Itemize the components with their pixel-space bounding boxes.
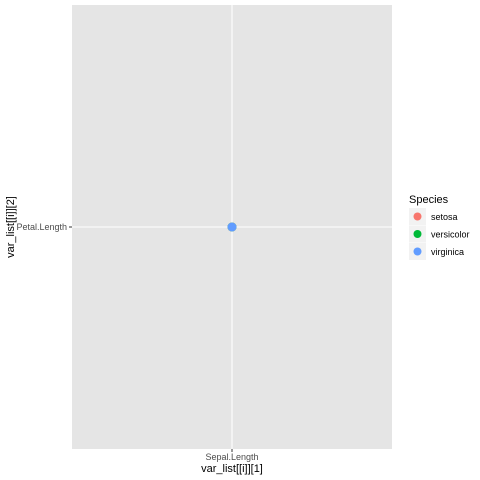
axis-ticks: Sepal.Length Petal.Length xyxy=(16,222,258,462)
y-axis-title: var_list[[i]][2] xyxy=(5,196,17,258)
x-tick-label: Sepal.Length xyxy=(205,452,258,462)
legend-title: Species xyxy=(409,194,449,206)
legend-key-virginica xyxy=(413,247,422,256)
legend-entries: setosa versicolor virginica xyxy=(409,208,470,260)
legend-label-virginica: virginica xyxy=(431,247,464,257)
legend-key-versicolor xyxy=(413,230,422,238)
legend-label-versicolor: versicolor xyxy=(431,230,470,240)
legend: Species setosa versicolor virginica xyxy=(409,194,470,260)
legend-key-setosa xyxy=(413,212,422,221)
legend-label-setosa: setosa xyxy=(431,212,458,222)
x-axis-title: var_list[[i]][1] xyxy=(201,463,263,475)
points-layer xyxy=(227,222,237,232)
y-tick-label: Petal.Length xyxy=(16,222,67,232)
data-point-virginica xyxy=(227,222,237,232)
